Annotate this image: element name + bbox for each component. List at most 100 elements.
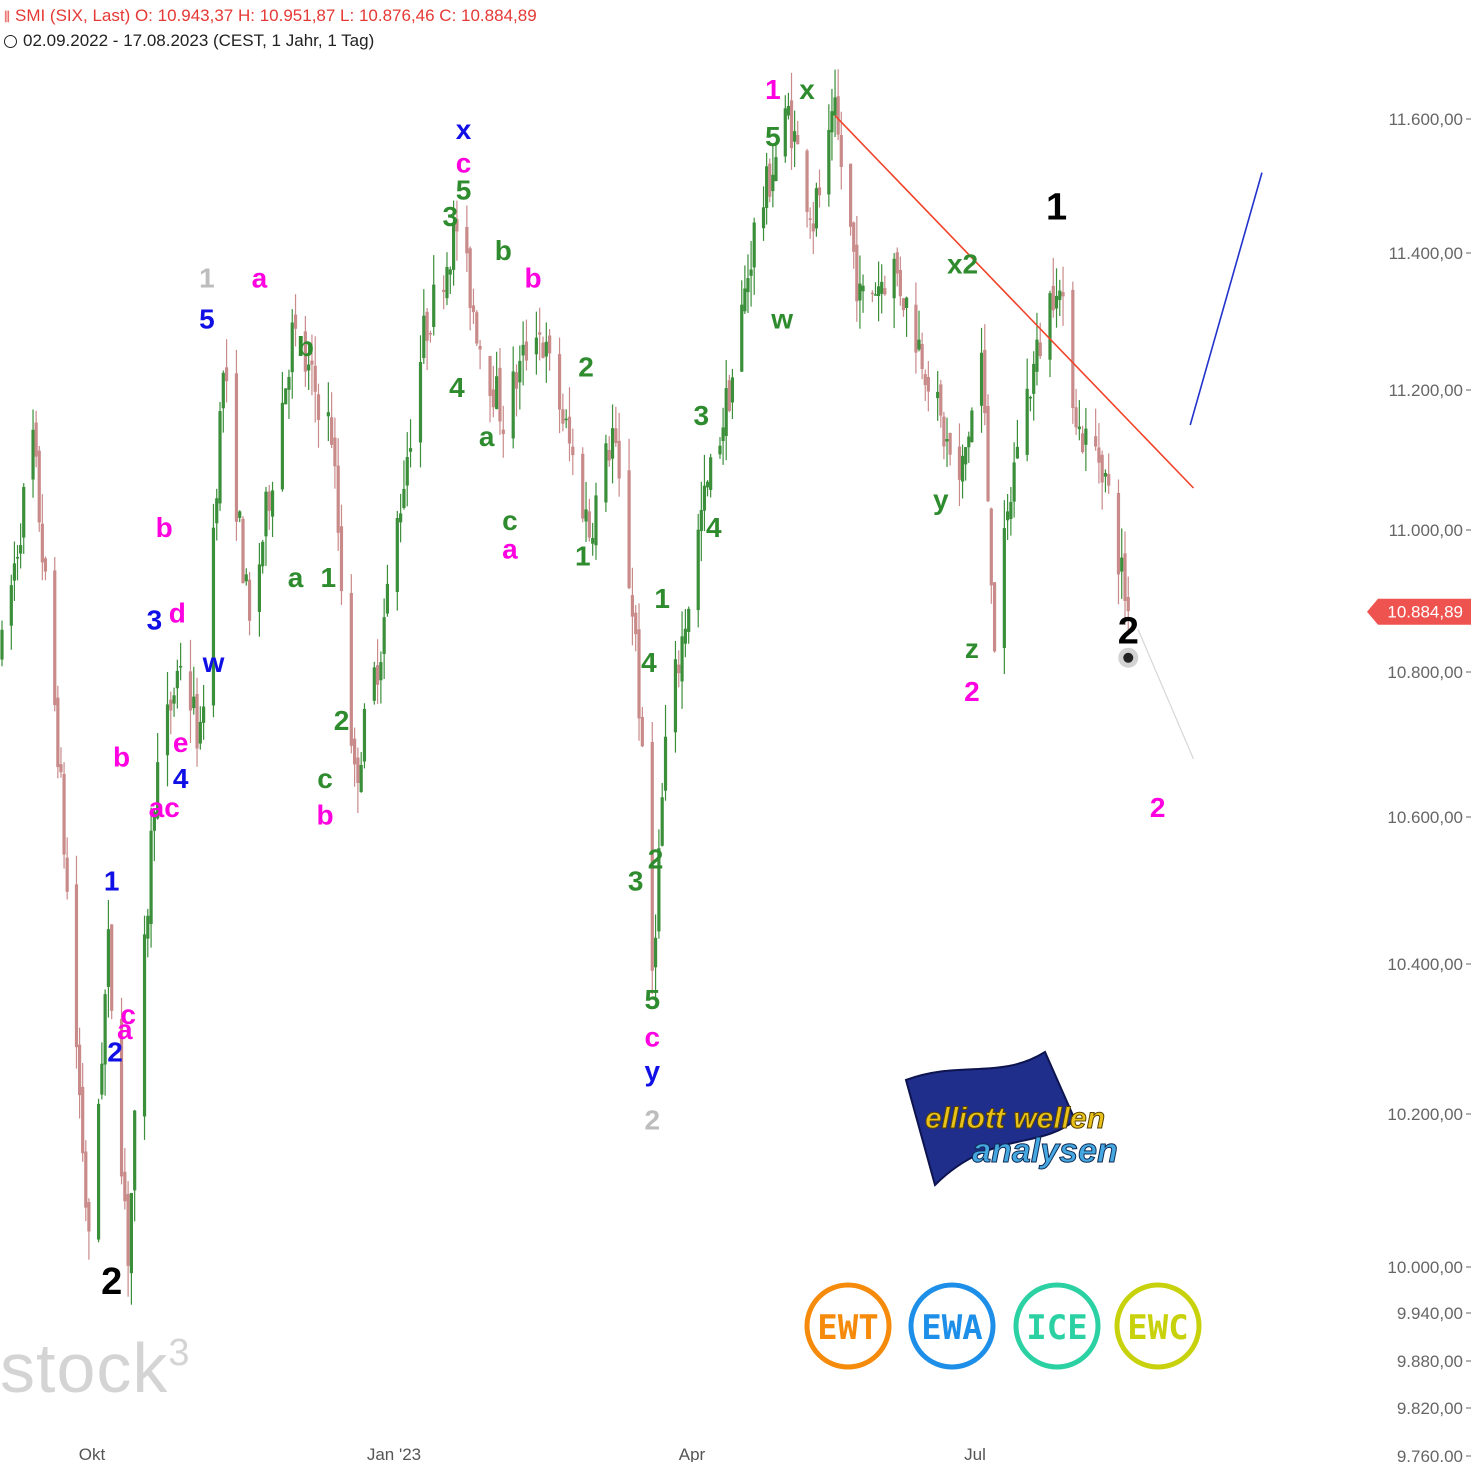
candle-body — [617, 440, 621, 479]
candle-body — [640, 716, 644, 747]
y-tick-label: 9.880,00 — [1397, 1352, 1463, 1371]
candle-body — [657, 848, 661, 932]
x-axis: Okt Jan '23 Apr Jul — [79, 1445, 986, 1462]
candle-body — [979, 352, 984, 406]
wave-label: 3 — [628, 866, 644, 897]
candle-body — [77, 1044, 82, 1096]
candle-body — [478, 346, 482, 350]
candle-body — [465, 226, 469, 254]
y-tick-label: 10.200,00 — [1387, 1105, 1463, 1124]
watermark-sup: 3 — [168, 1332, 191, 1374]
candle-body — [883, 288, 887, 295]
candle-body — [165, 704, 170, 756]
y-tick-label: 11.200,00 — [1389, 381, 1463, 400]
candle-body — [746, 278, 750, 293]
wave-label: 3 — [694, 400, 710, 431]
candle-body — [468, 248, 472, 308]
candle-body — [1120, 557, 1124, 572]
candle-body — [1054, 295, 1059, 309]
candle-body — [970, 410, 974, 443]
candle-body — [1015, 446, 1019, 459]
wave-label: b — [525, 262, 542, 293]
candle-body — [948, 432, 952, 455]
candle-body — [34, 422, 38, 457]
wave-label: 2 — [101, 1261, 122, 1303]
candle-body — [445, 266, 449, 299]
wave-label: 3 — [147, 604, 163, 635]
candle-body — [175, 670, 179, 689]
wave-label: c — [456, 148, 472, 179]
candle-body — [765, 166, 769, 208]
candle-body — [1009, 501, 1013, 519]
candle-body — [339, 526, 344, 592]
candle-body — [511, 371, 515, 439]
candle-body — [1025, 388, 1029, 455]
candle-body — [56, 697, 60, 768]
candle-body — [290, 322, 294, 373]
candle-body — [264, 491, 268, 537]
wave-label: 1 — [1046, 187, 1067, 229]
wave-label: x — [799, 74, 815, 105]
candle-body — [81, 1086, 85, 1154]
candle-body — [721, 427, 725, 442]
wave-label: 4 — [706, 512, 722, 543]
wave-label: 2 — [648, 843, 664, 874]
candle-body — [584, 509, 588, 522]
logo-line1: elliott wellen — [925, 1102, 1105, 1135]
candle-body — [591, 538, 595, 544]
candle-body — [740, 304, 744, 372]
candle-body — [861, 285, 865, 292]
candle-body — [637, 629, 641, 719]
wave-label: 2 — [644, 1104, 660, 1135]
candle-body — [452, 222, 456, 270]
candle-body — [852, 222, 856, 252]
candle-body — [169, 699, 173, 711]
candle-body — [59, 764, 63, 773]
wave-label: 2 — [578, 351, 594, 382]
candle-body — [673, 659, 678, 733]
candle-body — [920, 344, 924, 370]
wave-label: a — [288, 562, 304, 593]
downtrend-red-line — [834, 115, 1195, 489]
candle-body — [123, 1171, 127, 1202]
candle-body — [1058, 290, 1062, 301]
candle-body — [330, 417, 334, 445]
candle-body — [696, 529, 700, 611]
candle-body — [238, 511, 242, 518]
candle-body — [789, 100, 794, 149]
candle-body — [680, 636, 684, 682]
candle-body — [942, 416, 946, 447]
y-axis: 11.600,00 11.400,00 11.200,00 11.000,00 10.8… — [1367, 110, 1471, 1462]
candle-body — [475, 312, 479, 344]
badge-ewt-ring — [804, 1282, 892, 1370]
y-tick-label: 11.600,00 — [1389, 110, 1463, 129]
candle-body — [224, 367, 229, 382]
candle-body — [267, 491, 271, 511]
y-tick-label: 11.400,00 — [1389, 244, 1463, 263]
candle-body — [488, 355, 492, 396]
trendlines-layer — [834, 115, 1263, 760]
candle-body — [1012, 462, 1016, 502]
chart-header-period: 02.09.2022 - 17.08.2023 (CEST, 1 Jahr, 1… — [4, 31, 374, 51]
candle-body — [705, 481, 710, 488]
wave-label: 1 — [104, 866, 120, 897]
candle-body — [257, 564, 262, 612]
wave-label: 5 — [199, 303, 215, 334]
candle-body — [761, 207, 766, 229]
candle-body — [15, 557, 20, 559]
candle-body — [119, 1018, 124, 1177]
candle-body — [442, 289, 446, 292]
candle-body — [172, 695, 176, 704]
wave-label: 4 — [449, 372, 465, 403]
wave-label: a — [252, 262, 268, 293]
candle-body — [280, 402, 284, 490]
candle-body — [129, 1192, 133, 1274]
candle-body — [650, 742, 654, 971]
candle-body — [422, 315, 426, 359]
candle-body — [211, 527, 216, 706]
candle-body — [904, 297, 909, 308]
candle-body — [607, 449, 611, 461]
wave-label: 2 — [1118, 611, 1139, 653]
